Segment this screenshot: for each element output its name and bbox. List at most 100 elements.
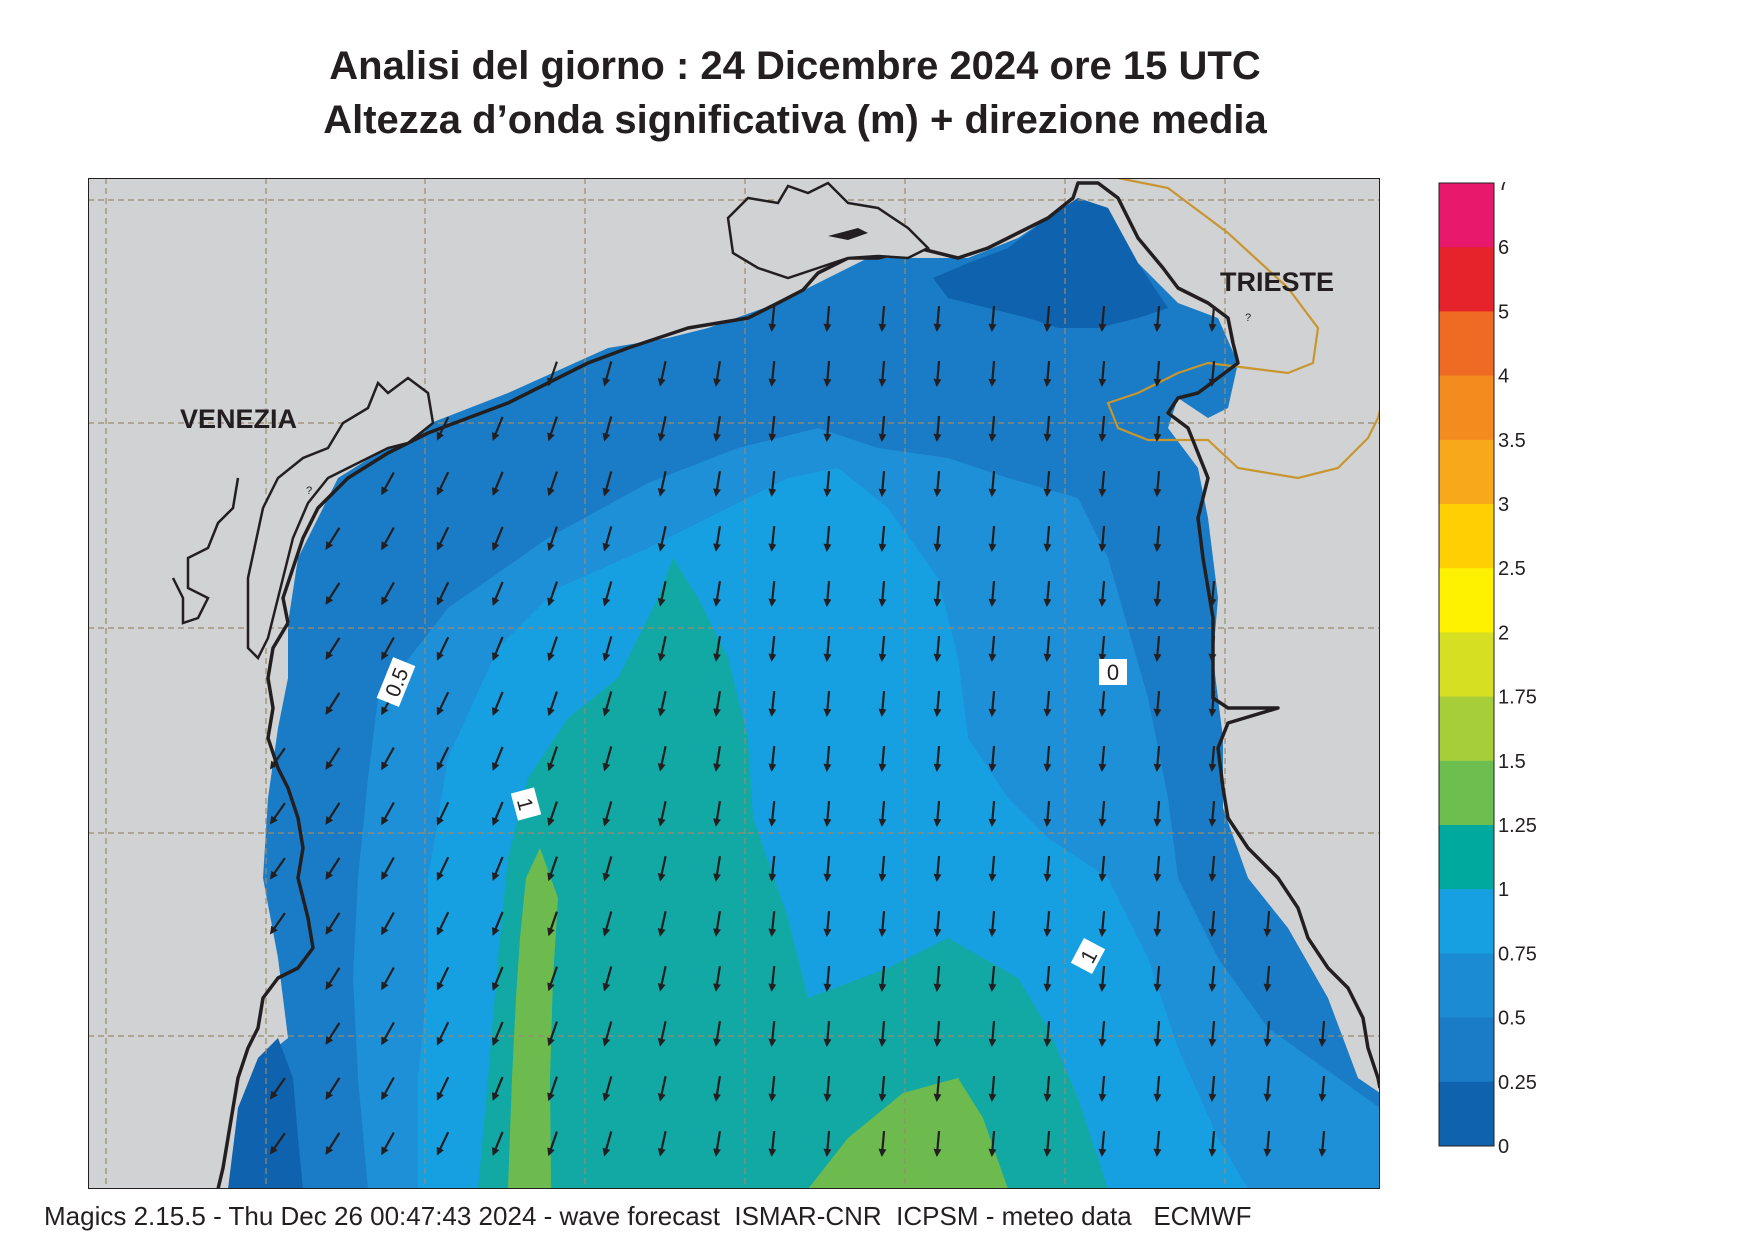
wave-direction-arrow xyxy=(1153,745,1162,772)
wave-direction-arrow xyxy=(933,965,942,992)
wave-direction-arrow xyxy=(1153,690,1162,717)
wave-direction-arrow xyxy=(1043,745,1052,772)
wave-direction-arrow xyxy=(713,690,722,717)
wave-direction-arrow xyxy=(933,690,942,717)
wave-direction-arrow xyxy=(492,911,504,936)
wave-direction-arrow xyxy=(602,1131,613,1157)
wave-direction-arrow xyxy=(547,801,558,827)
wave-direction-arrow xyxy=(1153,415,1162,442)
wave-direction-arrow xyxy=(657,361,667,387)
wave-direction-arrow xyxy=(602,856,613,882)
wave-direction-arrow xyxy=(1098,1075,1107,1102)
wave-direction-arrow xyxy=(823,580,832,607)
venice-lagoon xyxy=(246,376,435,661)
wave-direction-arrow xyxy=(436,526,450,551)
wave-direction-arrow xyxy=(1208,965,1217,992)
title-line-2: Altezza d’onda significativa (m) + direz… xyxy=(323,98,1267,142)
wave-direction-arrow xyxy=(878,635,887,662)
colorbar-label: 2.5 xyxy=(1498,558,1526,580)
wave-direction-arrow xyxy=(381,746,395,771)
wave-direction-arrow xyxy=(657,636,667,662)
wave-direction-arrow xyxy=(713,745,722,772)
wave-direction-arrow xyxy=(988,745,997,772)
wave-direction-arrow xyxy=(1043,1020,1052,1047)
wave-direction-arrow xyxy=(657,581,667,607)
wave-direction-arrow xyxy=(823,745,832,772)
band-1-1.25 xyxy=(478,558,1108,1189)
wave-direction-arrow xyxy=(988,305,997,332)
colorbar-label: 5 xyxy=(1498,301,1509,323)
wave-direction-arrow xyxy=(823,855,832,882)
footer-credits: Magics 2.15.5 - Thu Dec 26 00:47:43 2024… xyxy=(44,1201,1252,1231)
contour-label-0: 0 xyxy=(1099,659,1127,685)
svg-text:0: 0 xyxy=(1107,660,1119,685)
wave-direction-arrow xyxy=(602,1021,613,1047)
wave-direction-arrow xyxy=(713,470,722,497)
wave-direction-arrow xyxy=(436,1131,450,1156)
wave-direction-arrow xyxy=(1043,360,1052,387)
wave-direction-arrow xyxy=(878,360,887,387)
wave-direction-arrow xyxy=(768,470,777,497)
wave-direction-arrow xyxy=(933,910,942,937)
wave-direction-arrow xyxy=(325,1022,341,1045)
wave-direction-arrow xyxy=(325,912,341,935)
wave-direction-arrow xyxy=(878,415,887,442)
wave-direction-arrow xyxy=(768,635,777,662)
wave-direction-arrow xyxy=(1098,470,1107,497)
wave-direction-arrow xyxy=(325,1077,341,1100)
wave-direction-arrow xyxy=(436,1076,450,1101)
wave-direction-arrow xyxy=(547,581,558,607)
wave-direction-arrow xyxy=(713,910,722,937)
wave-direction-arrow xyxy=(823,525,832,552)
wave-direction-arrow xyxy=(1153,855,1162,882)
wave-direction-arrow xyxy=(768,690,777,717)
wave-direction-arrow xyxy=(269,1132,286,1155)
wave-direction-arrow xyxy=(602,361,613,387)
wave-direction-arrow xyxy=(933,745,942,772)
wave-direction-arrow xyxy=(713,800,722,827)
wave-direction-arrow xyxy=(988,1130,997,1157)
wave-direction-arrow xyxy=(768,580,777,607)
wave-direction-arrow xyxy=(381,1076,395,1101)
wave-direction-arrow xyxy=(768,745,777,772)
wave-direction-arrow xyxy=(988,580,997,607)
wave-direction-arrow xyxy=(988,1075,997,1102)
wave-direction-arrow xyxy=(657,471,667,497)
wave-direction-arrow xyxy=(988,360,997,387)
wave-direction-arrow xyxy=(602,636,613,662)
wave-direction-arrow xyxy=(602,691,613,717)
wave-direction-arrow xyxy=(1043,635,1052,662)
city-label-trieste: TRIESTE xyxy=(1220,267,1334,297)
wave-direction-arrow xyxy=(1208,745,1217,772)
wave-direction-arrow xyxy=(1208,635,1217,662)
wave-direction-arrow xyxy=(878,855,887,882)
wave-direction-arrow xyxy=(933,855,942,882)
wave-direction-arrow xyxy=(768,1020,777,1047)
wave-direction-arrow xyxy=(1153,305,1162,332)
wave-direction-arrow xyxy=(547,691,558,717)
wave-direction-arrow xyxy=(1098,360,1107,387)
wave-direction-arrow xyxy=(1098,635,1107,662)
wave-direction-arrow xyxy=(602,746,613,772)
wave-direction-arrow xyxy=(492,526,504,551)
wave-direction-arrow xyxy=(1098,305,1107,332)
wave-direction-arrow xyxy=(657,1021,667,1047)
wave-direction-arrow xyxy=(547,1131,558,1157)
wave-direction-arrow xyxy=(768,415,777,442)
contour-label-1-west: 1 xyxy=(510,787,542,821)
wave-direction-arrow xyxy=(988,690,997,717)
colorbar-swatch xyxy=(1439,247,1494,312)
wave-direction-arrow xyxy=(988,800,997,827)
wave-direction-arrow xyxy=(933,1130,942,1157)
wave-direction-arrow xyxy=(933,800,942,827)
wave-direction-arrow xyxy=(492,1021,504,1046)
wave-direction-arrow xyxy=(492,1076,504,1101)
svg-text:1: 1 xyxy=(512,796,537,813)
wave-direction-arrow xyxy=(823,415,832,442)
wave-direction-arrow xyxy=(823,1020,832,1047)
wave-direction-arrow xyxy=(1043,1130,1052,1157)
wave-direction-arrow xyxy=(1043,470,1052,497)
wave-direction-arrow xyxy=(602,581,613,607)
wave-direction-arrow xyxy=(713,360,722,387)
wave-direction-arrow xyxy=(381,526,395,551)
